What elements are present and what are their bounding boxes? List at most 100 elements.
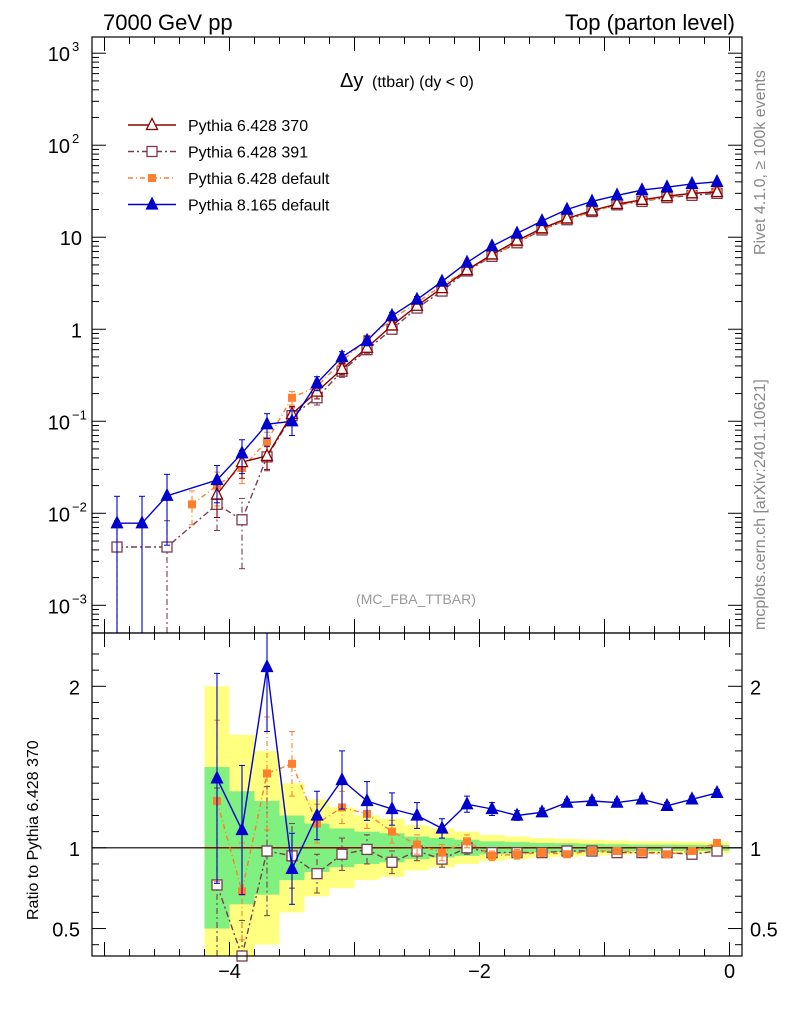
ratio-point-p391 [261,845,273,857]
main-point-p8 [235,445,249,459]
main-panel [110,173,724,633]
legend-marker-p6def [148,174,156,182]
legend: Pythia 6.428 370 Pythia 6.428 391 Pythia 6… [128,117,330,215]
main-point-p8 [285,413,299,427]
ratio-point-p8 [460,796,474,810]
main-ytick-label: 10 [48,504,70,526]
main-point-p8 [585,193,599,207]
main-ytick-label: 10 [48,44,70,66]
ratio-ytick-label-right: 0.5 [750,920,778,942]
ratio-ytick-label-right: 1 [750,839,761,861]
main-point-p370 [610,195,624,210]
ratio-ytick-label: 2 [69,677,80,699]
header-right: Top (parton level) [565,10,735,35]
main-point-p370 [510,232,524,246]
ratio-point-p8 [385,801,399,815]
main-point-p8 [110,515,124,529]
main-ytick-label: 10 [48,596,70,618]
main-series-p391 [111,187,723,633]
ratio-point-p8 [410,807,424,821]
ratio-point-p6def [513,850,521,859]
ratio-point-p391 [386,856,398,868]
main-point-p6def [188,500,196,509]
main-line-p6def [191,190,718,505]
ratio-xtick-label: −2 [468,961,491,983]
ratio-point-p6def [288,759,296,768]
legend-marker-p370 [145,117,159,131]
ratio-ylabel: Ratio to Pythia 6.428 370 [25,740,42,920]
ratio-point-p6def [588,847,596,856]
main-point-p8 [210,472,224,486]
legend-label-p370: Pythia 6.428 370 [188,118,308,135]
main-point-p370 [485,246,499,260]
ratio-panel [92,632,742,962]
ratio-point-p8 [710,784,724,799]
header-left: 7000 GeV pp [103,10,233,35]
main-point-p8 [710,173,724,187]
main-point-p8 [310,375,324,389]
ratio-point-p6def [538,848,546,857]
ratio-point-p8 [360,793,374,807]
ratio-ytick-label: 0.5 [52,920,80,942]
ratio-point-p391 [311,867,323,880]
main-point-p8 [635,182,649,196]
legend-label-p391: Pythia 6.428 391 [188,145,308,162]
main-point-p8 [535,213,549,227]
ratio-point-p8 [235,822,249,836]
ratio-point-p8 [485,801,499,815]
ratio-point-p8 [660,797,674,811]
ratio-point-p391 [336,848,348,860]
mcplots-label: mcplots.cern.ch [arXiv:2401.10621] [752,379,769,630]
main-point-p8 [410,291,424,305]
main-ytick-label: 10 [60,228,82,250]
main-point-p370 [560,210,574,224]
ratio-point-p6def [688,847,696,856]
main-point-p8 [685,175,699,190]
main-point-p370 [385,317,399,331]
ratio-point-p6def [463,837,471,846]
ratio-point-p6def [663,850,671,859]
ratio-point-p8 [535,804,549,818]
main-point-p370 [710,184,724,198]
main-point-p8 [660,179,674,193]
ratio-frame [91,632,743,957]
ratio-point-p6def [488,851,496,860]
ratio-ytick-label-right: 2 [750,677,761,699]
main-point-p370 [360,339,374,353]
main-point-p8 [260,416,274,430]
ratio-point-p8 [685,791,699,805]
main-ytick-label: 10 [48,136,70,158]
ratio-point-p6def [413,840,421,849]
ratio-xtick-label: −4 [218,961,241,983]
main-point-p370 [460,262,474,276]
main-line-p8 [117,181,718,524]
plot-title-main: Δy [340,70,363,92]
ratio-point-p391 [711,845,723,857]
main-point-p8 [460,254,474,268]
main-point-p370 [585,202,599,216]
rivet-version-label: Rivet 4.1.0, ≥ 100k events [752,70,769,255]
ratio-point-p6def [563,850,571,859]
ratio-point-p6def [263,769,271,778]
ratio-xtick-label: 0 [724,961,735,983]
main-point-p8 [485,238,499,252]
legend-label-p6def: Pythia 6.428 default [188,171,330,188]
main-point-p8 [135,515,149,529]
main-point-p370 [685,185,699,199]
ratio-point-p6def [388,827,396,836]
ratio-point-p8 [260,658,274,673]
legend-marker-p8 [145,196,159,210]
main-point-p8 [560,201,574,215]
main-point-p6def [288,393,296,402]
plot-title-sub: (ttbar) (dy < 0) [372,74,474,91]
ratio-point-p8 [335,772,349,786]
main-series-p8 [110,173,724,633]
main-point-p8 [385,307,399,321]
main-point-p370 [435,280,449,294]
main-ytick-exponent: −1 [72,407,87,422]
main-ytick-exponent: 3 [72,39,79,54]
ratio-series-p8 [210,632,724,905]
ratio-point-p8 [510,807,524,821]
